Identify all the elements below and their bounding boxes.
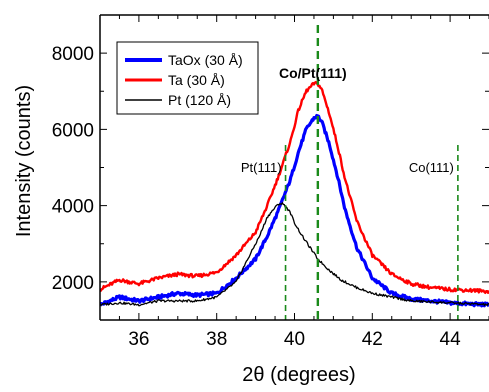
annotation-copt111: Co/Pt(111): [279, 65, 347, 81]
legend-box: [116, 41, 259, 115]
series-line-2: [100, 202, 489, 307]
x-tick-label: 40: [284, 329, 305, 350]
annotation-pt111: Pt(111): [241, 160, 282, 175]
x-tick-label: 38: [206, 329, 227, 350]
y-axis-title: Intensity (counts): [13, 85, 35, 237]
series-line-0: [100, 113, 489, 308]
annotation-co111: Co(111): [409, 160, 454, 175]
y-tick-label: 6000: [52, 120, 94, 141]
legend-label-0: TaOx (30 Å): [168, 52, 243, 68]
plot-layer: [100, 25, 489, 320]
legend-label-1: Ta (30 Å): [168, 72, 225, 88]
annotation-layer: Pt(111) Co/Pt(111) Co(111): [241, 65, 454, 175]
x-axis-title: 2θ (degrees): [242, 364, 355, 386]
x-tick-label: 44: [440, 329, 462, 350]
y-tick-label: 2000: [52, 273, 94, 294]
legend-label-2: Pt (120 Å): [168, 92, 231, 108]
y-tick-label: 4000: [52, 197, 94, 218]
x-tick-label: 36: [128, 329, 149, 350]
x-tick-label: 42: [362, 329, 383, 350]
series-line-1: [100, 80, 489, 295]
legend: TaOx (30 Å) Ta (30 Å) Pt (120 Å): [116, 41, 259, 115]
tick-layer: 36 38 40 42 44 2000 4000 6000 8000: [52, 14, 489, 350]
y-tick-label: 8000: [52, 44, 94, 65]
